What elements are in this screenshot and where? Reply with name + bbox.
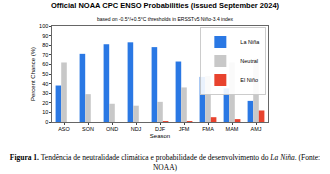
svg-text:DJF: DJF xyxy=(155,126,166,132)
svg-text:FMA: FMA xyxy=(202,126,214,132)
svg-text:ASO: ASO xyxy=(58,126,70,132)
svg-text:10: 10 xyxy=(42,109,48,115)
svg-text:NDJ: NDJ xyxy=(131,126,142,132)
svg-text:70: 70 xyxy=(42,52,48,58)
svg-text:40: 40 xyxy=(42,81,48,87)
svg-text:Season: Season xyxy=(150,133,170,139)
svg-text:0: 0 xyxy=(45,119,48,125)
svg-text:based on -0.5°/+0.5°C threshol: based on -0.5°/+0.5°C thresholds in ERSS… xyxy=(97,16,234,22)
svg-text:60: 60 xyxy=(42,61,48,67)
svg-text:90: 90 xyxy=(42,33,48,39)
html-text:Figura 1. Tendência de neutral: Figura 1. Tendência de neutralidade clim… xyxy=(9,153,321,172)
svg-text:OND: OND xyxy=(106,126,118,132)
svg-text:AMJ: AMJ xyxy=(251,126,262,132)
svg-text:Official NOAA CPC ENSO Probabi: Official NOAA CPC ENSO Probabilities (is… xyxy=(51,1,280,10)
svg-text:30: 30 xyxy=(42,90,48,96)
svg-text:JFM: JFM xyxy=(179,126,190,132)
svg-text:100: 100 xyxy=(39,23,48,29)
svg-text:50: 50 xyxy=(42,71,48,77)
svg-text:20: 20 xyxy=(42,100,48,106)
svg-text:SON: SON xyxy=(82,126,94,132)
svg-text:La Niña: La Niña xyxy=(240,39,260,45)
svg-text:Neutral: Neutral xyxy=(240,58,258,64)
svg-text:MAM: MAM xyxy=(226,126,239,132)
svg-text:Percent Chance (%): Percent Chance (%) xyxy=(30,47,36,101)
svg-text:El Niño: El Niño xyxy=(240,77,258,83)
svg-text:80: 80 xyxy=(42,42,48,48)
